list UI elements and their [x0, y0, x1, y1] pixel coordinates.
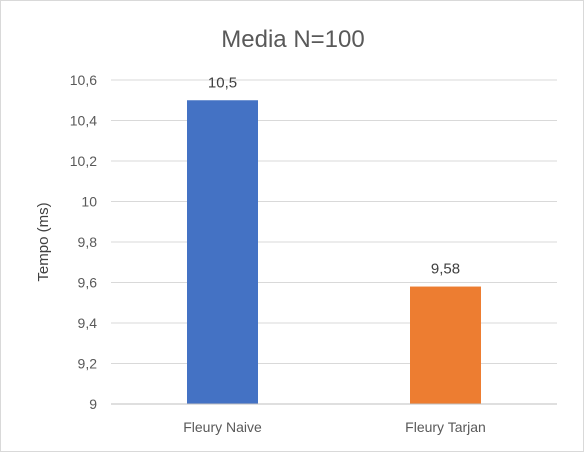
y-axis-label: Tempo (ms) [35, 202, 52, 281]
y-axis-ticks: 9 9,2 9,4 9,6 9,8 10 10,2 10,4 10,6 [70, 72, 97, 412]
data-labels: 10,5 9,58 [208, 74, 460, 277]
bar-2 [410, 286, 481, 404]
chart-title: Media N=100 [221, 26, 364, 53]
gridlines [111, 79, 557, 364]
x-axis-categories: Fleury Naive Fleury Tarjan [183, 419, 486, 435]
y-tick-label: 9,2 [78, 356, 98, 372]
x-category-label: Fleury Tarjan [405, 419, 486, 435]
x-category-label: Fleury Naive [183, 419, 262, 435]
data-label: 10,5 [208, 74, 237, 91]
data-label: 9,58 [431, 261, 460, 278]
y-tick-label: 9 [89, 396, 97, 412]
bar-1 [187, 100, 258, 404]
y-tick-label: 9,8 [78, 234, 98, 250]
y-tick-label: 9,4 [78, 315, 98, 331]
bars [187, 100, 481, 404]
y-tick-label: 9,6 [78, 275, 98, 291]
y-tick-label: 10,6 [70, 72, 97, 88]
y-tick-label: 10 [81, 194, 97, 210]
y-tick-label: 10,4 [70, 113, 97, 129]
y-tick-label: 10,2 [70, 153, 97, 169]
